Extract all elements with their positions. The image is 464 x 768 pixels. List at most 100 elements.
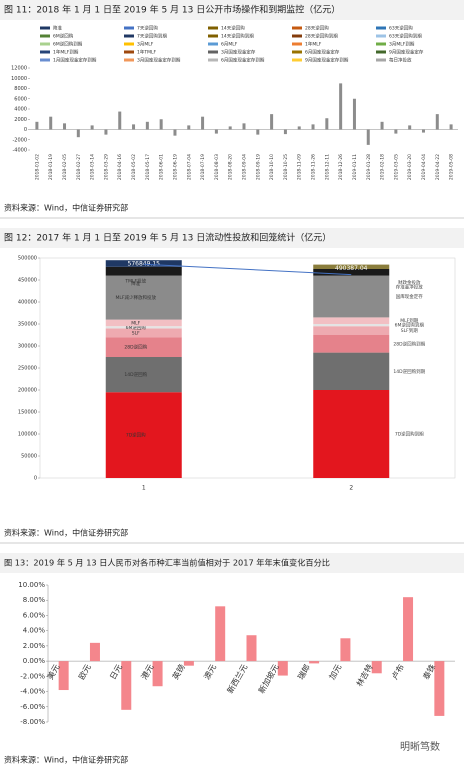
plot-frame bbox=[39, 257, 456, 479]
bar bbox=[63, 123, 67, 130]
y-tick-label: 10.00% bbox=[18, 581, 45, 589]
connector bbox=[143, 263, 352, 276]
x-tick-label: 2019-04-22 bbox=[435, 154, 441, 180]
bar bbox=[76, 129, 80, 138]
bar bbox=[152, 661, 163, 687]
bar-segment bbox=[105, 266, 182, 276]
source: 资料来源：Wind，中信证券研究部 bbox=[4, 755, 128, 765]
x-tick-label: 2019-01-28 bbox=[366, 154, 372, 180]
legend-swatch bbox=[208, 42, 218, 46]
x-tick-label: 2018-05-17 bbox=[145, 154, 151, 180]
bar bbox=[339, 83, 343, 130]
bar-segment bbox=[105, 337, 182, 357]
bar bbox=[118, 111, 122, 130]
segment-label: 14D逆回购到期 bbox=[393, 368, 425, 375]
legend-swatch bbox=[376, 50, 386, 54]
bar-segment bbox=[313, 264, 390, 269]
x-tick-label: 2018-06-19 bbox=[172, 154, 178, 180]
segment-label: 财政金投放 bbox=[398, 279, 421, 286]
heading-bg bbox=[0, 0, 464, 20]
x-tick-label: 1 bbox=[142, 485, 146, 492]
legend-swatch bbox=[208, 58, 218, 62]
legend-label: 3月MLF bbox=[137, 42, 154, 48]
legend-swatch bbox=[40, 42, 50, 46]
x-tick-label: 林吉特 bbox=[354, 662, 375, 688]
legend-label: 1年TMLF bbox=[137, 49, 157, 56]
segment-label: MLF减少释放和投放 bbox=[116, 294, 157, 301]
legend-swatch bbox=[124, 26, 134, 30]
bar bbox=[394, 129, 398, 134]
x-tick-label: 2019-02-18 bbox=[380, 154, 386, 180]
legend-label: 1年MLF bbox=[305, 41, 322, 48]
y-tick-label: 8.00% bbox=[23, 596, 46, 604]
legend-label: 63天逆回购到期 bbox=[389, 33, 422, 40]
bar bbox=[311, 124, 315, 130]
bar-segment bbox=[105, 326, 182, 329]
legend-swatch bbox=[208, 34, 218, 38]
y-tick-label: 0 bbox=[24, 127, 27, 133]
legend-swatch bbox=[40, 50, 50, 54]
legend-swatch bbox=[376, 26, 386, 30]
bar bbox=[49, 116, 53, 130]
x-tick-label: 2018-01-02 bbox=[34, 154, 40, 180]
bar bbox=[228, 126, 232, 130]
legend-label: 降准 bbox=[53, 25, 62, 32]
segment-label: SLF bbox=[132, 330, 140, 336]
bar bbox=[215, 606, 226, 662]
bar bbox=[352, 98, 356, 130]
legend-label: 1年MLF到期 bbox=[53, 49, 79, 56]
watermark: 明晰笃数 bbox=[400, 740, 440, 753]
segment-label: 6M逆回购 bbox=[126, 324, 147, 331]
y-tick-label: 500000 bbox=[18, 256, 37, 262]
bar bbox=[408, 125, 412, 130]
source: 资料来源：Wind，中信证券研究部 bbox=[4, 203, 128, 213]
legend-label: 3月国库现金定存到期 bbox=[137, 57, 181, 64]
legend-label: 6M逆回购到期 bbox=[53, 41, 83, 48]
bar bbox=[90, 125, 94, 130]
x-tick-label: 2018-11-26 bbox=[311, 154, 317, 180]
bar bbox=[246, 635, 257, 662]
x-tick-label: 2018-07-04 bbox=[186, 154, 192, 180]
x-tick-label: 2018-01-19 bbox=[48, 154, 54, 180]
heading: 图 12：2017 年 1 月 1 日至 2019 年 5 月 13 日流动性投… bbox=[4, 232, 331, 244]
x-tick-label: 2018-03-14 bbox=[90, 154, 96, 180]
heading-bg bbox=[0, 228, 464, 248]
x-tick-label: 新加坡元 bbox=[256, 662, 281, 695]
segment-label: 6M逆回购到期 bbox=[395, 322, 425, 329]
x-tick-label: 欧元 bbox=[76, 662, 93, 681]
y-tick-label: 4000 bbox=[14, 107, 27, 113]
x-tick-label: 2018-02-27 bbox=[76, 154, 82, 180]
legend-swatch bbox=[376, 58, 386, 62]
x-tick-label: 新西兰元 bbox=[225, 662, 250, 695]
y-tick-label: 10000 bbox=[11, 76, 27, 82]
x-tick-label: 2018-05-02 bbox=[131, 154, 137, 180]
bar-segment bbox=[105, 392, 182, 478]
y-tick-label: 450000 bbox=[18, 278, 37, 284]
bar-segment bbox=[313, 269, 390, 276]
legend-label: 6月国库现金定存 bbox=[305, 49, 340, 56]
bar bbox=[183, 661, 194, 666]
y-tick-label: 150000 bbox=[18, 410, 37, 416]
segment-label: 存准金净投放 bbox=[396, 283, 423, 290]
y-tick-label: 100000 bbox=[18, 432, 37, 438]
y-tick-label: -2.00% bbox=[20, 672, 45, 680]
bar bbox=[187, 125, 191, 130]
bar bbox=[309, 661, 320, 664]
legend-label: 28天逆回购 bbox=[305, 25, 329, 32]
x-tick-label: 2018-03-29 bbox=[103, 154, 109, 180]
bar-segment bbox=[313, 317, 390, 324]
bar-segment bbox=[313, 326, 390, 335]
legend-swatch bbox=[208, 26, 218, 30]
x-tick-label: 2018-09-19 bbox=[255, 154, 261, 180]
x-tick-label: 2018-10-25 bbox=[283, 154, 289, 180]
x-tick-label: 2018-12-11 bbox=[324, 154, 330, 180]
bar bbox=[201, 116, 205, 130]
bar bbox=[380, 121, 384, 130]
segment-label: SLF到期 bbox=[401, 327, 418, 334]
bar bbox=[434, 661, 445, 716]
x-tick-label: 2018-07-19 bbox=[200, 154, 206, 180]
legend-label: 14天逆回购到期 bbox=[221, 33, 254, 40]
bar bbox=[214, 129, 218, 134]
y-tick-label: 400000 bbox=[18, 300, 37, 306]
